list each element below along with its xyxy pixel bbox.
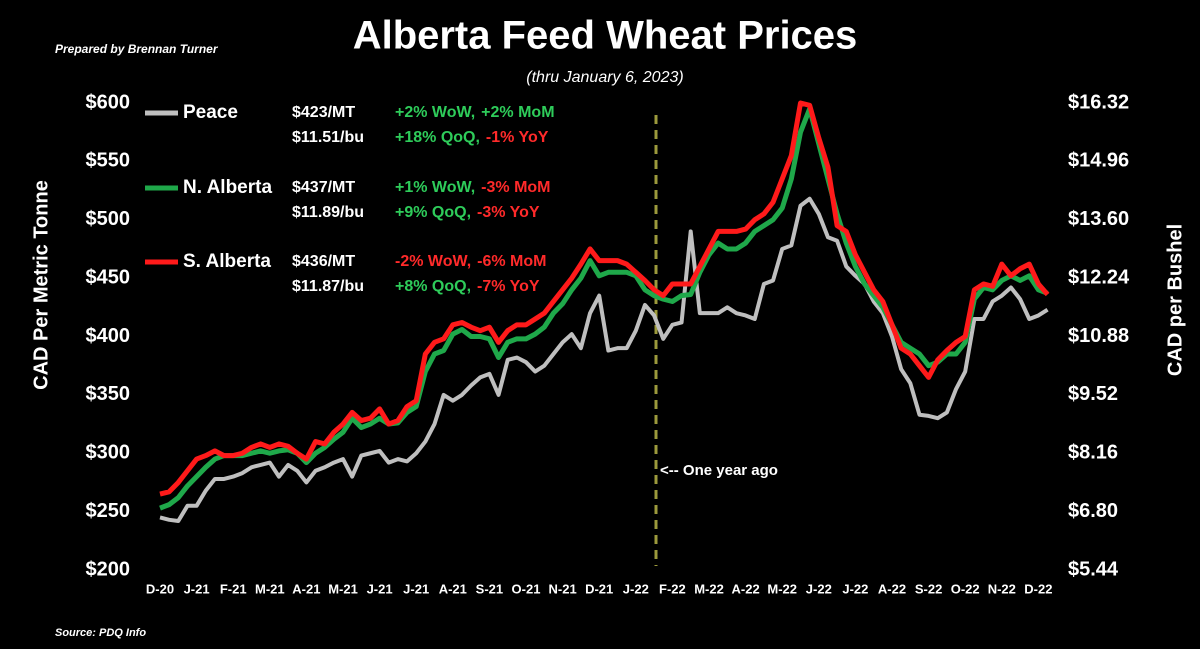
x-tick-label: O-21 — [512, 581, 541, 596]
stat-price: $11.87/bu — [292, 278, 364, 295]
y2-tick-label: $16.32 — [1068, 91, 1129, 113]
y2-tick-label: $12.24 — [1068, 266, 1130, 288]
stat-price: $423/MT — [292, 104, 355, 121]
y-tick-label: $450 — [86, 266, 131, 288]
stat-change: +2% MoM — [481, 104, 554, 121]
legend-label: S. Alberta — [183, 251, 271, 272]
stat-changes: +8% QoQ, -7% YoY — [395, 278, 540, 295]
x-tick-label: J-21 — [367, 581, 393, 596]
x-tick-label: M-22 — [767, 581, 797, 596]
stat-change: +2% WoW, — [395, 104, 475, 121]
source: Source: PDQ Info — [55, 627, 146, 639]
x-tick-label: A-21 — [292, 581, 320, 596]
y-axis-title: CAD Per Metric Tonne — [30, 180, 52, 390]
series-line — [159, 196, 1049, 523]
y2-tick-label: $10.88 — [1068, 325, 1129, 347]
x-tick-label: A-22 — [732, 581, 760, 596]
stat-changes: +2% WoW, +2% MoM — [395, 104, 555, 121]
x-tick-label: J-22 — [842, 581, 868, 596]
x-tick-label: N-21 — [549, 581, 577, 596]
x-tick-label: O-22 — [951, 581, 980, 596]
x-tick-label: N-22 — [988, 581, 1016, 596]
stat-price: $436/MT — [292, 253, 355, 270]
stat-change: -7% YoY — [477, 278, 540, 295]
annotation: <-- One year ago — [660, 462, 778, 479]
y2-tick-label: $5.44 — [1068, 558, 1119, 580]
stat-change: -1% YoY — [486, 129, 549, 146]
stat-change: +9% QoQ, — [395, 204, 471, 221]
x-tick-label: F-22 — [659, 581, 686, 596]
y2-tick-label: $6.80 — [1068, 500, 1118, 522]
stat-change: +8% QoQ, — [395, 278, 471, 295]
stat-change: -3% YoY — [477, 204, 540, 221]
x-tick-label: D-20 — [146, 581, 174, 596]
x-tick-label: D-21 — [585, 581, 613, 596]
chart-title: Alberta Feed Wheat Prices — [353, 14, 858, 58]
stat-price: $437/MT — [292, 179, 355, 196]
legend-label: N. Alberta — [183, 177, 272, 198]
y-tick-label: $350 — [86, 383, 131, 405]
stat-changes: +1% WoW, -3% MoM — [395, 179, 551, 196]
stat-changes: +18% QoQ, -1% YoY — [395, 129, 549, 146]
x-tick-label: F-21 — [220, 581, 247, 596]
chart-subtitle: (thru January 6, 2023) — [526, 69, 683, 86]
y2-tick-label: $8.16 — [1068, 442, 1118, 464]
stat-change: +18% QoQ, — [395, 129, 480, 146]
x-tick-label: M-21 — [328, 581, 358, 596]
credit: Prepared by Brennan Turner — [55, 42, 219, 56]
legend-label: Peace — [183, 102, 238, 123]
y-tick-label: $300 — [86, 442, 131, 464]
y-tick-label: $500 — [86, 208, 131, 230]
x-tick-label: M-21 — [255, 581, 285, 596]
y-tick-label: $600 — [86, 91, 131, 113]
x-tick-label: J-21 — [403, 581, 429, 596]
x-tick-label: J-22 — [806, 581, 832, 596]
x-tick-label: S-22 — [915, 581, 942, 596]
y2-tick-label: $13.60 — [1068, 208, 1129, 230]
stat-changes: -2% WoW, -6% MoM — [395, 253, 546, 270]
stat-change: -6% MoM — [477, 253, 546, 270]
y2-tick-label: $14.96 — [1068, 150, 1129, 172]
stat-change: -3% MoM — [481, 179, 550, 196]
x-tick-label: J-21 — [184, 581, 210, 596]
x-tick-label: A-22 — [878, 581, 906, 596]
x-tick-label: A-21 — [439, 581, 467, 596]
y2-axis-title: CAD per Bushel — [1164, 224, 1186, 376]
y-tick-label: $200 — [86, 558, 131, 580]
stat-changes: +9% QoQ, -3% YoY — [395, 204, 540, 221]
stat-price: $11.51/bu — [292, 129, 364, 146]
x-tick-label: D-22 — [1024, 581, 1052, 596]
x-tick-label: J-22 — [623, 581, 649, 596]
stat-price: $11.89/bu — [292, 204, 364, 221]
x-tick-label: M-22 — [694, 581, 724, 596]
stat-change: +1% WoW, — [395, 179, 475, 196]
series-line — [159, 100, 1050, 497]
y2-tick-label: $9.52 — [1068, 383, 1118, 405]
stat-change: -2% WoW, — [395, 253, 471, 270]
y-tick-label: $550 — [86, 150, 131, 172]
y-tick-label: $250 — [86, 500, 131, 522]
x-tick-label: S-21 — [476, 581, 503, 596]
y-tick-label: $400 — [86, 325, 131, 347]
